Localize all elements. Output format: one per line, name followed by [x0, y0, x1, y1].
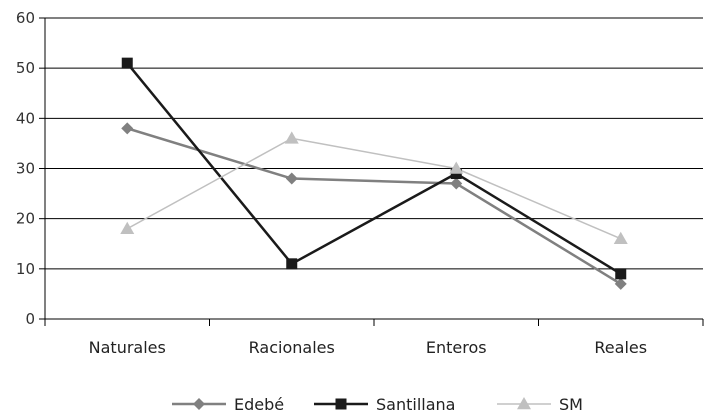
legend-marker-sm	[517, 397, 531, 410]
x-tick-label: Reales	[594, 338, 647, 357]
y-tick-label: 30	[16, 160, 35, 178]
data-point-santillana	[286, 258, 298, 270]
y-tick-label: 60	[16, 9, 35, 27]
y-tick-label: 10	[16, 260, 35, 278]
series-markers	[120, 57, 628, 290]
y-tick-label: 40	[16, 109, 35, 127]
legend-label-edeb-: Edebé	[234, 395, 284, 412]
data-point-edeb-	[121, 122, 134, 135]
data-point-edeb-	[614, 277, 627, 290]
data-point-santillana	[615, 268, 627, 280]
grid-lines	[45, 17, 703, 270]
series-line-edeb-	[126, 127, 622, 285]
data-point-edeb-	[285, 172, 298, 185]
legend: Edebé Santillana SM	[172, 395, 583, 412]
y-tick-label: 20	[16, 210, 35, 228]
legend-marker-santillana	[335, 398, 347, 410]
y-tick-label: 50	[16, 59, 35, 77]
legend-marker-edeb-	[193, 398, 205, 410]
legend-label-santillana: Santillana	[376, 395, 455, 412]
data-point-edeb-	[450, 177, 463, 190]
data-point-sm	[613, 231, 628, 244]
x-tick-label: Naturales	[89, 338, 166, 357]
data-point-sm	[284, 131, 299, 144]
axes: 0 10 20 30 40 50 60 Naturales Racionales Enteros R…	[16, 9, 704, 357]
data-point-sm	[120, 221, 135, 234]
x-tick-label: Enteros	[426, 338, 487, 357]
y-tick-label: 0	[25, 310, 35, 328]
data-point-sm	[449, 161, 464, 174]
series-line-sm	[126, 137, 622, 240]
series-line-santillana	[126, 62, 622, 275]
legend-label-sm: SM	[559, 395, 583, 412]
x-tick-label: Racionales	[249, 338, 335, 357]
data-point-santillana	[121, 57, 133, 69]
series-lines	[126, 62, 622, 285]
